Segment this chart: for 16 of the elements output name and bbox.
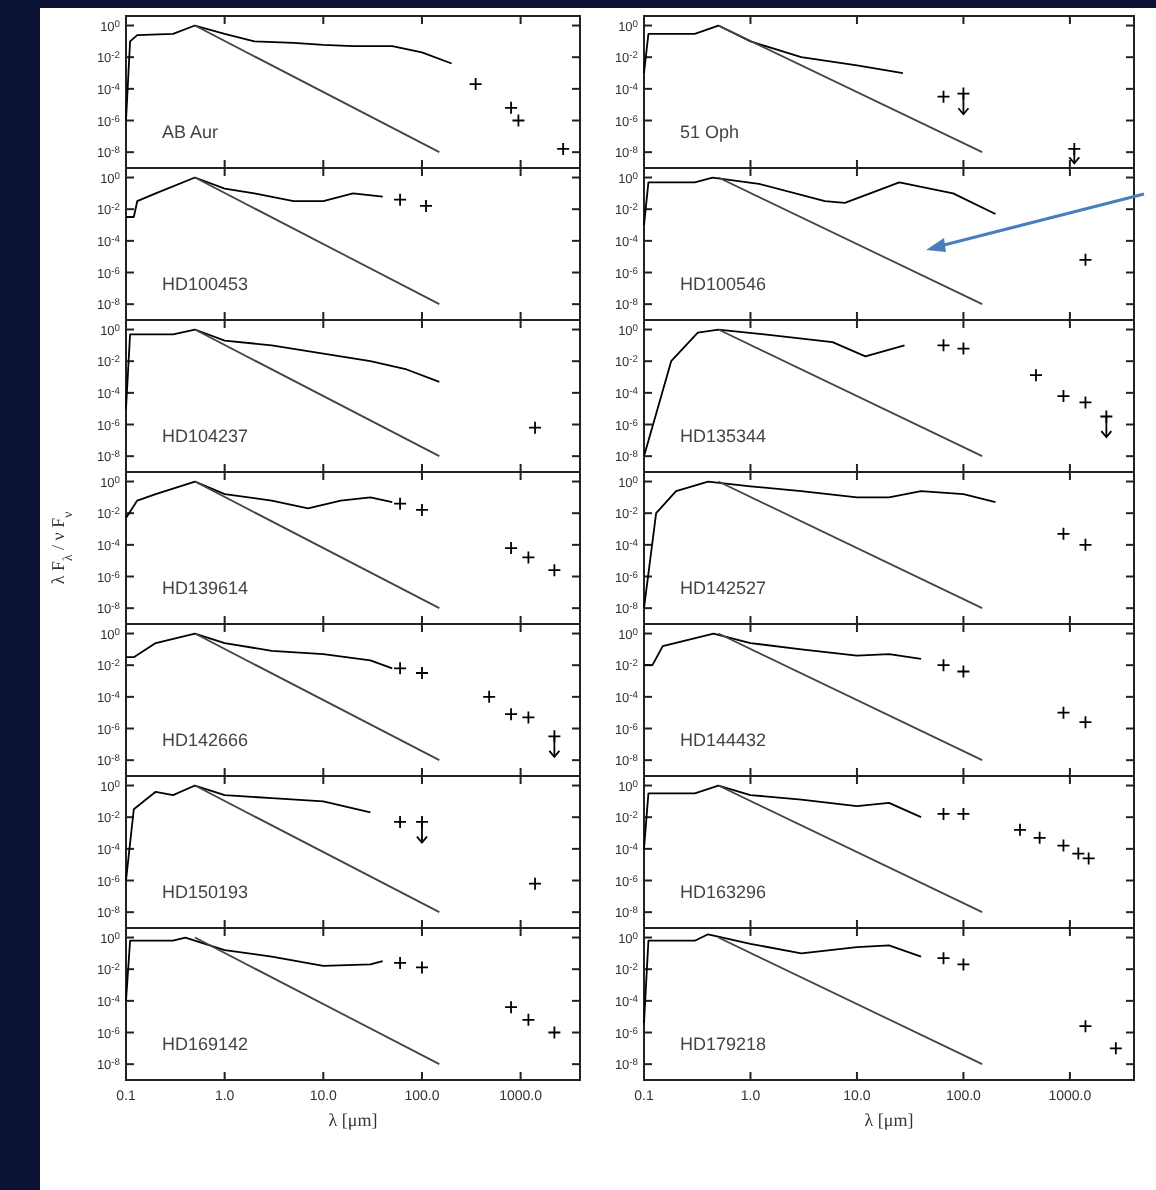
annotation: HD100453 [162,274,249,294]
annotation: HD150193 [162,882,249,902]
annotation: HD139614 [162,578,249,598]
annotation: HD142527 [680,578,767,598]
annotation: HD135344 [680,426,767,446]
annotation: HD179218 [680,1034,767,1054]
annotation: HD144432 [680,730,767,750]
annotation: HD104237 [162,426,249,446]
annotation: 51 Oph [680,122,740,142]
annotation: HD142666 [162,730,249,750]
x-axis-title: λ [μm] [328,1110,378,1130]
annotation: HD163296 [680,882,767,902]
annotation: HD169142 [162,1034,249,1054]
x-axis-title: λ [μm] [864,1110,914,1130]
annotation: HD100546 [680,274,767,294]
annotation: AB Aur [162,122,219,142]
